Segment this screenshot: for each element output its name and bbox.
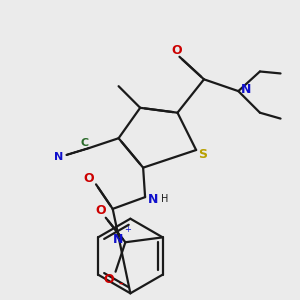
Text: N: N (113, 233, 124, 246)
Text: N: N (148, 193, 158, 206)
Text: O: O (84, 172, 94, 185)
Text: N: N (241, 82, 251, 96)
Text: O: O (95, 204, 106, 218)
Text: O: O (171, 44, 182, 57)
Text: C: C (80, 138, 88, 148)
Text: N: N (54, 152, 63, 162)
Text: S: S (199, 148, 208, 161)
Text: -: - (118, 278, 123, 289)
Text: +: + (124, 225, 131, 234)
Text: H: H (161, 194, 168, 204)
Text: O: O (103, 273, 114, 286)
